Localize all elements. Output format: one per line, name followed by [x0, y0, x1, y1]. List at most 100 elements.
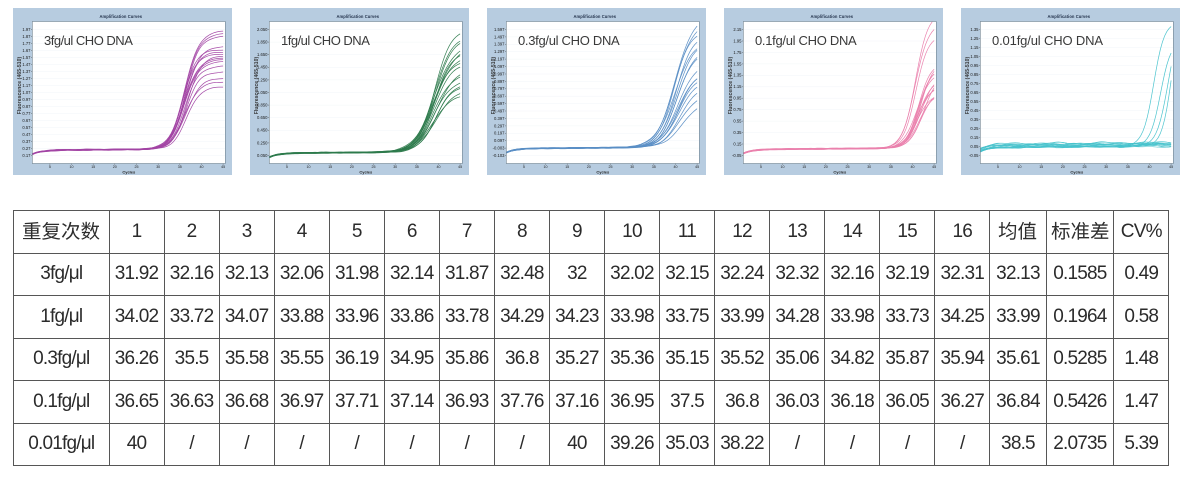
- svg-text:-0.003: -0.003: [493, 146, 506, 151]
- svg-text:5: 5: [997, 165, 999, 169]
- svg-text:1.77: 1.77: [22, 41, 31, 46]
- svg-text:0.15: 0.15: [733, 141, 742, 146]
- svg-text:0.35: 0.35: [970, 117, 979, 122]
- svg-text:1.97: 1.97: [22, 27, 31, 32]
- svg-text:1.95: 1.95: [733, 38, 742, 43]
- svg-text:0.95: 0.95: [733, 96, 742, 101]
- svg-text:25: 25: [846, 165, 850, 169]
- svg-text:0.57: 0.57: [22, 125, 31, 130]
- svg-text:Fluorescence (465-510): Fluorescence (465-510): [965, 57, 971, 115]
- svg-text:40: 40: [911, 165, 915, 169]
- svg-text:20: 20: [1061, 165, 1065, 169]
- svg-text:35: 35: [652, 165, 656, 169]
- svg-text:0.297: 0.297: [494, 123, 505, 128]
- svg-text:Fluorescence (465-510): Fluorescence (465-510): [728, 57, 734, 115]
- svg-text:1.05: 1.05: [970, 54, 979, 59]
- svg-text:10: 10: [70, 165, 74, 169]
- svg-text:0.67: 0.67: [22, 118, 31, 123]
- svg-text:1.47: 1.47: [22, 62, 31, 67]
- svg-text:0.65: 0.65: [970, 90, 979, 95]
- svg-text:-0.05: -0.05: [969, 153, 979, 158]
- svg-text:Amplification Curves: Amplification Curves: [337, 14, 380, 19]
- svg-text:0.997: 0.997: [494, 71, 505, 76]
- svg-text:0.497: 0.497: [494, 108, 505, 113]
- svg-text:30: 30: [867, 165, 871, 169]
- svg-text:0.87: 0.87: [22, 104, 31, 109]
- svg-text:1.850: 1.850: [257, 40, 268, 45]
- svg-text:Amplification Curves: Amplification Curves: [574, 14, 617, 19]
- svg-text:1.37: 1.37: [22, 69, 31, 74]
- svg-text:0.95: 0.95: [970, 63, 979, 68]
- svg-text:1.297: 1.297: [494, 49, 505, 54]
- svg-text:0.397: 0.397: [494, 116, 505, 121]
- svg-text:0.85: 0.85: [970, 72, 979, 77]
- svg-text:15: 15: [1039, 165, 1043, 169]
- svg-text:15: 15: [91, 165, 95, 169]
- svg-text:35: 35: [889, 165, 893, 169]
- svg-text:20: 20: [113, 165, 117, 169]
- svg-text:1.35: 1.35: [733, 73, 742, 78]
- svg-text:0.597: 0.597: [494, 101, 505, 106]
- svg-text:0.897: 0.897: [494, 79, 505, 84]
- svg-text:30: 30: [1104, 165, 1108, 169]
- svg-text:0.55: 0.55: [733, 119, 742, 124]
- svg-text:30: 30: [630, 165, 634, 169]
- svg-text:0.75: 0.75: [970, 81, 979, 86]
- svg-text:Cycles: Cycles: [122, 170, 136, 175]
- svg-text:20: 20: [350, 165, 354, 169]
- svg-text:30: 30: [393, 165, 397, 169]
- svg-text:Amplification Curves: Amplification Curves: [811, 14, 854, 19]
- svg-text:1.450: 1.450: [257, 65, 268, 70]
- svg-text:35: 35: [178, 165, 182, 169]
- svg-text:1.650: 1.650: [257, 52, 268, 57]
- svg-text:0.197: 0.197: [494, 131, 505, 136]
- svg-text:40: 40: [674, 165, 678, 169]
- svg-text:10: 10: [307, 165, 311, 169]
- svg-text:0.45: 0.45: [970, 108, 979, 113]
- svg-text:45: 45: [221, 165, 225, 169]
- svg-text:Cycles: Cycles: [359, 170, 373, 175]
- svg-text:0.25: 0.25: [970, 126, 979, 131]
- svg-text:-0.05: -0.05: [732, 153, 742, 158]
- svg-text:15: 15: [802, 165, 806, 169]
- svg-text:1.250: 1.250: [257, 77, 268, 82]
- svg-text:5: 5: [523, 165, 525, 169]
- svg-text:45: 45: [1169, 165, 1173, 169]
- svg-text:5: 5: [49, 165, 51, 169]
- svg-text:40: 40: [1148, 165, 1152, 169]
- svg-text:1.597: 1.597: [494, 27, 505, 32]
- svg-text:25: 25: [1083, 165, 1087, 169]
- svg-text:1.27: 1.27: [22, 76, 31, 81]
- svg-text:0.450: 0.450: [257, 128, 268, 133]
- svg-text:35: 35: [415, 165, 419, 169]
- svg-text:40: 40: [200, 165, 204, 169]
- svg-text:45: 45: [458, 165, 462, 169]
- svg-text:15: 15: [328, 165, 332, 169]
- svg-text:10: 10: [1018, 165, 1022, 169]
- svg-text:Amplification Curves: Amplification Curves: [1048, 14, 1091, 19]
- svg-text:Fluorescence (465-510): Fluorescence (465-510): [17, 57, 23, 115]
- svg-text:0.75: 0.75: [733, 107, 742, 112]
- svg-text:0.77: 0.77: [22, 111, 31, 116]
- svg-text:1.197: 1.197: [494, 57, 505, 62]
- svg-text:Cycles: Cycles: [833, 170, 847, 175]
- svg-text:1.75: 1.75: [733, 50, 742, 55]
- svg-text:15: 15: [565, 165, 569, 169]
- svg-text:5: 5: [760, 165, 762, 169]
- svg-text:0.05: 0.05: [970, 144, 979, 149]
- svg-text:1.097: 1.097: [494, 64, 505, 69]
- svg-text:1.050: 1.050: [257, 90, 268, 95]
- svg-text:0.15: 0.15: [970, 135, 979, 140]
- svg-text:20: 20: [587, 165, 591, 169]
- svg-text:1.67: 1.67: [22, 48, 31, 53]
- svg-text:1.25: 1.25: [970, 36, 979, 41]
- svg-text:0.250: 0.250: [257, 140, 268, 145]
- svg-text:20: 20: [824, 165, 828, 169]
- svg-text:0.097: 0.097: [494, 138, 505, 143]
- svg-text:5: 5: [286, 165, 288, 169]
- svg-text:10: 10: [544, 165, 548, 169]
- svg-text:0.650: 0.650: [257, 115, 268, 120]
- svg-text:2.050: 2.050: [257, 27, 268, 32]
- svg-text:0.47: 0.47: [22, 132, 31, 137]
- svg-text:1.497: 1.497: [494, 34, 505, 39]
